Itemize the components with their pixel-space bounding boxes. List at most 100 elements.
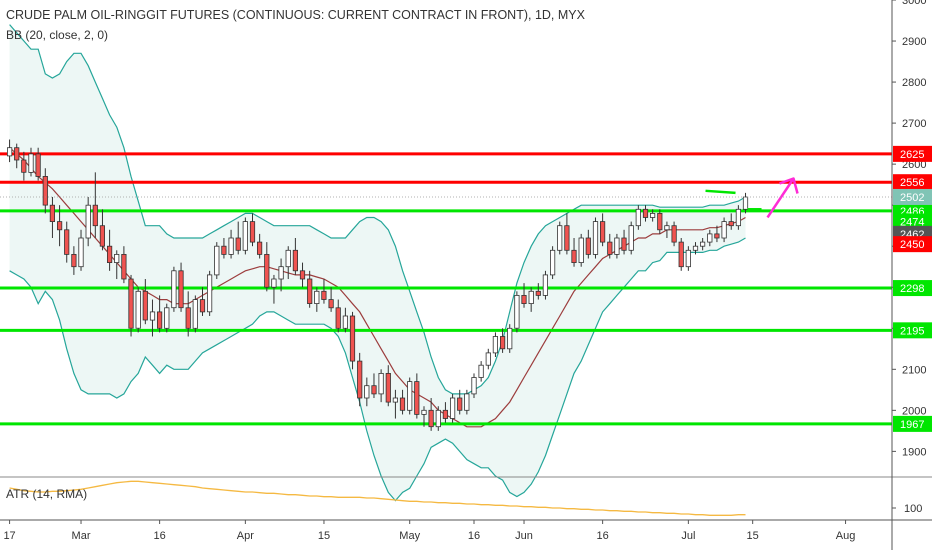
candle-body bbox=[457, 397, 463, 411]
candle-body bbox=[714, 233, 720, 239]
candle-body bbox=[728, 221, 734, 227]
candle-body bbox=[614, 237, 620, 255]
x-tick-label: Jun bbox=[515, 530, 533, 542]
candle-body bbox=[264, 253, 270, 288]
candle-body bbox=[271, 278, 277, 288]
candle-body bbox=[428, 409, 434, 428]
bollinger-legend[interactable]: BB (20, close, 2, 0) bbox=[6, 28, 109, 42]
candle-body bbox=[35, 153, 41, 177]
candle-body bbox=[28, 153, 34, 173]
candle-body bbox=[235, 237, 241, 251]
price-tag: 2474 bbox=[900, 217, 924, 229]
candle-body bbox=[650, 212, 656, 218]
candle-body bbox=[414, 381, 420, 415]
candle-body bbox=[721, 221, 727, 239]
candle-body bbox=[278, 266, 284, 280]
level-tag-bg bbox=[893, 280, 932, 297]
level-tag-bg bbox=[893, 174, 932, 191]
y-tick-label: 2600 bbox=[902, 159, 926, 171]
candle-body bbox=[199, 299, 206, 313]
candle-body bbox=[149, 311, 156, 321]
candle-body bbox=[299, 270, 306, 280]
candle-body bbox=[7, 147, 13, 157]
atr-tick-label: 100 bbox=[904, 503, 922, 515]
candle-body bbox=[14, 147, 20, 161]
candle-body bbox=[378, 372, 384, 395]
candle-body bbox=[600, 221, 606, 243]
candle-body bbox=[214, 245, 220, 276]
candle-body bbox=[564, 225, 570, 251]
candle-body bbox=[249, 221, 256, 243]
level-tag: 2556 bbox=[900, 177, 924, 189]
level-tag: 1967 bbox=[900, 419, 924, 431]
candle-body bbox=[78, 237, 84, 268]
price-tag: 2450 bbox=[900, 239, 924, 251]
candle-body bbox=[371, 385, 377, 395]
candle-body bbox=[314, 290, 320, 304]
candle-body bbox=[85, 204, 91, 239]
candle-body bbox=[21, 159, 27, 173]
level-tag-bg bbox=[893, 145, 932, 162]
candle-body bbox=[156, 311, 163, 329]
candle-body bbox=[707, 233, 713, 243]
candle-body bbox=[678, 241, 684, 268]
candle-body bbox=[206, 274, 213, 313]
bollinger-upper-line bbox=[9, 24, 746, 395]
candle-body bbox=[128, 278, 134, 329]
candle-body bbox=[142, 290, 148, 321]
candle-body bbox=[285, 249, 291, 268]
candle-body bbox=[407, 381, 413, 411]
atr-legend[interactable]: ATR (14, RMA) bbox=[6, 487, 88, 501]
candle-body bbox=[664, 225, 670, 231]
candle-body bbox=[657, 212, 663, 231]
candle-body bbox=[114, 253, 120, 263]
candle-body bbox=[642, 208, 649, 218]
y-tick-label: 2000 bbox=[902, 405, 926, 417]
candle-body bbox=[57, 221, 63, 231]
candle-body bbox=[242, 221, 248, 251]
candle-body bbox=[178, 270, 184, 309]
candle-body bbox=[342, 315, 349, 329]
candle-body bbox=[42, 175, 48, 206]
candle-body bbox=[528, 290, 534, 304]
candle-body bbox=[357, 360, 363, 399]
chart-title: CRUDE PALM OIL-RINGGIT FUTURES (CONTINUO… bbox=[6, 8, 585, 22]
price-tag-bg bbox=[893, 236, 932, 253]
candle-body bbox=[135, 290, 141, 329]
candle-body bbox=[671, 225, 677, 243]
x-tick-label: 15 bbox=[747, 530, 759, 542]
candle-body bbox=[507, 327, 513, 350]
candle-body bbox=[335, 307, 341, 329]
x-tick-label: 16 bbox=[468, 530, 480, 542]
candle-body bbox=[492, 336, 499, 354]
candle-body bbox=[550, 249, 556, 276]
x-tick-label: Aug bbox=[836, 530, 856, 542]
candle-body bbox=[685, 249, 691, 268]
candle-body bbox=[221, 245, 227, 255]
x-tick-label: 17 bbox=[3, 530, 15, 542]
candle-body bbox=[485, 352, 491, 366]
candle-body bbox=[578, 237, 584, 264]
candle-body bbox=[635, 208, 641, 227]
atr-line bbox=[9, 480, 746, 516]
x-tick-label: Jul bbox=[681, 530, 695, 542]
candle-body bbox=[64, 229, 70, 255]
y-tick-label: 3000 bbox=[902, 0, 926, 7]
x-tick-label: 16 bbox=[153, 530, 165, 542]
y-tick-label: 2100 bbox=[902, 364, 926, 376]
candle-body bbox=[321, 290, 327, 300]
arrow-icon bbox=[766, 177, 795, 219]
x-tick-label: May bbox=[399, 530, 420, 542]
level-tag-bg bbox=[893, 322, 932, 339]
candle-body bbox=[471, 377, 477, 395]
x-tick-label: Apr bbox=[237, 530, 254, 542]
candle-body bbox=[478, 364, 484, 378]
candle-body bbox=[742, 196, 749, 210]
candle-body bbox=[692, 245, 699, 251]
y-tick-label: 1900 bbox=[902, 446, 926, 458]
x-tick-label: Mar bbox=[72, 530, 91, 542]
candle-body bbox=[256, 241, 263, 255]
candle-body bbox=[364, 385, 370, 399]
candle-body bbox=[228, 237, 234, 255]
